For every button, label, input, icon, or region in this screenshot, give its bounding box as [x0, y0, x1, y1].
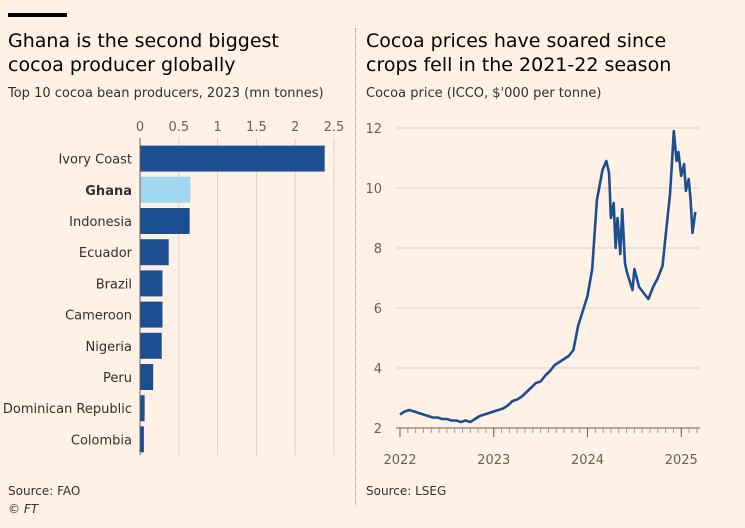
- bar-category-label: Cameroon: [65, 309, 132, 324]
- bar-x-tick-label: 2.5: [324, 120, 345, 135]
- bar-x-tick-label: 0: [136, 120, 144, 135]
- bar-category-label: Peru: [103, 371, 132, 386]
- bar-colombia: [140, 426, 144, 453]
- right-title-line1: Cocoa prices have soared since: [366, 30, 667, 52]
- ft-credit: © FT: [8, 502, 39, 516]
- panel-divider: [355, 28, 356, 506]
- bar-cameroon: [140, 301, 163, 328]
- bar-category-label: Ivory Coast: [58, 153, 132, 168]
- bar-nigeria: [140, 332, 162, 359]
- bar-x-tick-label: 0.5: [168, 120, 189, 135]
- left-title-line2: cocoa producer globally: [8, 54, 236, 76]
- left-chart-title: Ghana is the second biggest cocoa produc…: [8, 29, 279, 77]
- bar-dominican-republic: [140, 395, 145, 422]
- bar-category-label: Ghana: [85, 184, 132, 199]
- cocoa-price-line: [399, 129, 697, 424]
- bar-ivory-coast: [140, 145, 325, 172]
- bar-category-label: Dominican Republic: [3, 402, 132, 417]
- line-y-tick-label: 10: [365, 182, 382, 197]
- bar-chart: 0 0.5 1 1.5 2 2.5 Ivory Coast Ghana Indonesia Ecu…: [3, 120, 345, 455]
- right-chart-subtitle: Cocoa price (ICCO, $'000 per tonne): [366, 86, 602, 101]
- line-y-tick-label: 8: [374, 242, 382, 257]
- left-title-line1: Ghana is the second biggest: [8, 30, 279, 52]
- line-x-tick-label: 2022: [383, 453, 416, 468]
- line-y-tick-label: 12: [365, 122, 382, 137]
- bar-brazil: [140, 270, 163, 297]
- bar-x-tick-label: 2: [291, 120, 299, 135]
- ft-brand-bar: [8, 13, 67, 17]
- bar-category-label: Colombia: [71, 433, 132, 448]
- left-chart-subtitle: Top 10 cocoa bean producers, 2023 (mn to…: [8, 86, 324, 101]
- line-x-tick-label: 2023: [477, 453, 510, 468]
- bar-category-label: Ecuador: [79, 246, 133, 261]
- bar-x-tick-label: 1: [213, 120, 221, 135]
- line-chart: 2 4 6 8 10 12 2022 2023 2024 2025: [365, 122, 700, 468]
- line-x-tick-label: 2024: [571, 453, 604, 468]
- bar-category-label: Brazil: [96, 277, 132, 292]
- line-y-tick-label: 2: [374, 422, 382, 437]
- right-chart-title: Cocoa prices have soared since crops fel…: [366, 29, 671, 77]
- bar-ecuador: [140, 239, 169, 266]
- line-y-tick-label: 4: [374, 362, 382, 377]
- bar-ghana: [140, 176, 191, 203]
- line-x-tick-label: 2025: [665, 453, 698, 468]
- bar-peru: [140, 364, 154, 390]
- bar-category-label: Indonesia: [69, 215, 132, 230]
- bar-category-label: Nigeria: [85, 340, 132, 355]
- right-title-line2: crops fell in the 2021-22 season: [366, 54, 672, 76]
- left-source: Source: FAO: [8, 484, 81, 498]
- line-y-tick-label: 6: [374, 302, 382, 317]
- bar-indonesia: [140, 208, 190, 234]
- bar-x-tick-label: 1.5: [246, 120, 267, 135]
- right-source: Source: LSEG: [366, 484, 447, 498]
